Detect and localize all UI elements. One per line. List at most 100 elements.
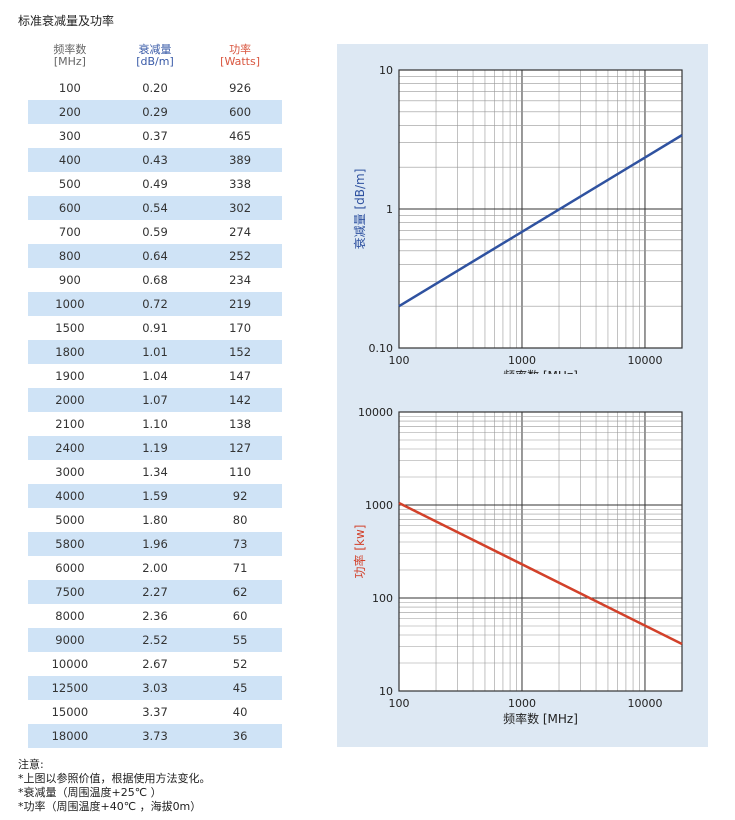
frequency-cell: 2000 <box>28 388 112 412</box>
frequency-cell: 4000 <box>28 484 112 508</box>
x-axis-label: 频率数 [MHz] <box>503 368 578 374</box>
attenuation-cell: 2.52 <box>111 628 199 652</box>
table-row: 5000 1.80 80 <box>28 508 282 532</box>
attenuation-cell: 0.59 <box>142 225 168 239</box>
power-cell: 40 <box>232 705 248 719</box>
power-cell: 152 <box>198 340 282 364</box>
power-cell: 127 <box>198 436 282 460</box>
table-row: 15000 3.37 40 <box>28 700 282 724</box>
attenuation-cell: 0.37 <box>142 129 168 143</box>
plot-border <box>398 69 683 349</box>
table-row: 3000 1.34 110 <box>28 460 282 484</box>
table-row: 800 0.64 252 <box>28 244 282 268</box>
power-cell: 274 <box>229 225 252 239</box>
table-row: 1800 1.01 152 <box>28 340 282 364</box>
attenuation-cell: 2.36 <box>142 609 168 623</box>
x-tick-label: 10000 <box>627 697 662 710</box>
power-cell: 36 <box>198 724 282 748</box>
frequency-cell: 400 <box>28 148 112 172</box>
x-tick-label: 1000 <box>508 354 536 367</box>
header-unit: [MHz] <box>53 55 86 68</box>
y-axis-label: 衰减量 [dB/m] <box>352 169 367 250</box>
attenuation-cell: 1.01 <box>111 340 199 364</box>
table-row: 2100 1.10 138 <box>28 412 282 436</box>
attenuation-cell: 0.43 <box>111 148 199 172</box>
frequency-cell: 2100 <box>55 417 85 431</box>
attenuation-cell: 1.59 <box>111 484 199 508</box>
power-cell: 80 <box>232 513 248 527</box>
power-line <box>398 501 683 646</box>
power-cell: 71 <box>232 561 248 575</box>
table-row: 12500 3.03 45 <box>28 676 282 700</box>
attenuation-cell: 1.10 <box>142 417 168 431</box>
frequency-cell: 900 <box>58 273 81 287</box>
table-row: 18000 3.73 36 <box>28 724 282 748</box>
y-tick-label: 100 <box>372 592 393 605</box>
power-cell: 110 <box>229 465 252 479</box>
table-row: 300 0.37 465 <box>28 124 282 148</box>
header-label: 频率数 <box>53 43 87 56</box>
power-cell: 600 <box>198 100 282 124</box>
power-cell: 73 <box>198 532 282 556</box>
table-row: 8000 2.36 60 <box>28 604 282 628</box>
attenuation-cell: 1.34 <box>142 465 168 479</box>
header-frequency: 频率数 [MHz] <box>28 44 112 76</box>
attenuation-cell: 1.80 <box>142 513 168 527</box>
attenuation-cell: 0.72 <box>111 292 199 316</box>
frequency-cell: 1800 <box>28 340 112 364</box>
header-power: 功率 [Watts] <box>198 44 282 76</box>
note-line: *上图以参照价值，根据使用方法变化。 <box>18 772 211 785</box>
table-row: 600 0.54 302 <box>28 196 282 220</box>
attenuation-cell: 2.67 <box>142 657 168 671</box>
frequency-cell: 5000 <box>55 513 85 527</box>
charts-panel: 100 1000 10000 0.10 1 10 频率数 [MHz] 衰减量 [dB/m] 1… <box>337 44 708 747</box>
attenuation-cell: 3.73 <box>111 724 199 748</box>
power-cell: 45 <box>198 676 282 700</box>
frequency-cell: 8000 <box>55 609 85 623</box>
frequency-cell: 500 <box>58 177 81 191</box>
power-cell: 147 <box>229 369 252 383</box>
frequency-cell: 18000 <box>28 724 112 748</box>
power-cell: 52 <box>232 657 248 671</box>
frequency-cell: 2400 <box>28 436 112 460</box>
x-tick-label: 100 <box>389 697 410 710</box>
power-cell: 219 <box>198 292 282 316</box>
note-line: *衰减量（周围温度+25℃ ） <box>18 786 162 799</box>
table-row: 200 0.29 600 <box>28 100 282 124</box>
power-cell: 60 <box>232 609 248 623</box>
attenuation-cell: 0.54 <box>111 196 199 220</box>
attenuation-cell: 1.07 <box>111 388 199 412</box>
attenuation-chart: 100 1000 10000 0.10 1 10 频率数 [MHz] 衰减量 [dB/m] <box>352 64 683 374</box>
plot-border <box>398 411 683 692</box>
note-line: *功率（周围温度+40℃ ，海拔0m） <box>18 800 202 813</box>
attenuation-cell: 1.19 <box>111 436 199 460</box>
power-cell: 389 <box>198 148 282 172</box>
frequency-cell: 5800 <box>28 532 112 556</box>
x-tick-label: 1000 <box>508 697 536 710</box>
attenuation-cell: 0.68 <box>142 273 168 287</box>
header-unit: [Watts] <box>220 55 261 68</box>
y-tick-label: 10000 <box>358 406 393 419</box>
attenuation-cell: 0.64 <box>111 244 199 268</box>
power-cell: 170 <box>229 321 252 335</box>
power-cell: 338 <box>229 177 252 191</box>
header-label: 衰减量 <box>138 43 172 56</box>
y-tick-label: 10 <box>379 64 393 77</box>
power-cell: 92 <box>198 484 282 508</box>
frequency-cell: 700 <box>58 225 81 239</box>
power-cell: 138 <box>229 417 252 431</box>
table-row: 900 0.68 234 <box>28 268 282 292</box>
power-cell: 302 <box>198 196 282 220</box>
table-row: 500 0.49 338 <box>28 172 282 196</box>
frequency-cell: 800 <box>28 244 112 268</box>
table-row: 7500 2.27 62 <box>28 580 282 604</box>
table-row: 2000 1.07 142 <box>28 388 282 412</box>
header-label: 功率 <box>229 43 252 56</box>
table-row: 100 0.20 926 <box>28 76 282 100</box>
table-row: 2400 1.19 127 <box>28 436 282 460</box>
attenuation-cell: 1.96 <box>111 532 199 556</box>
power-cell: 926 <box>229 81 252 95</box>
power-cell: 62 <box>198 580 282 604</box>
frequency-cell: 600 <box>28 196 112 220</box>
table-row: 700 0.59 274 <box>28 220 282 244</box>
